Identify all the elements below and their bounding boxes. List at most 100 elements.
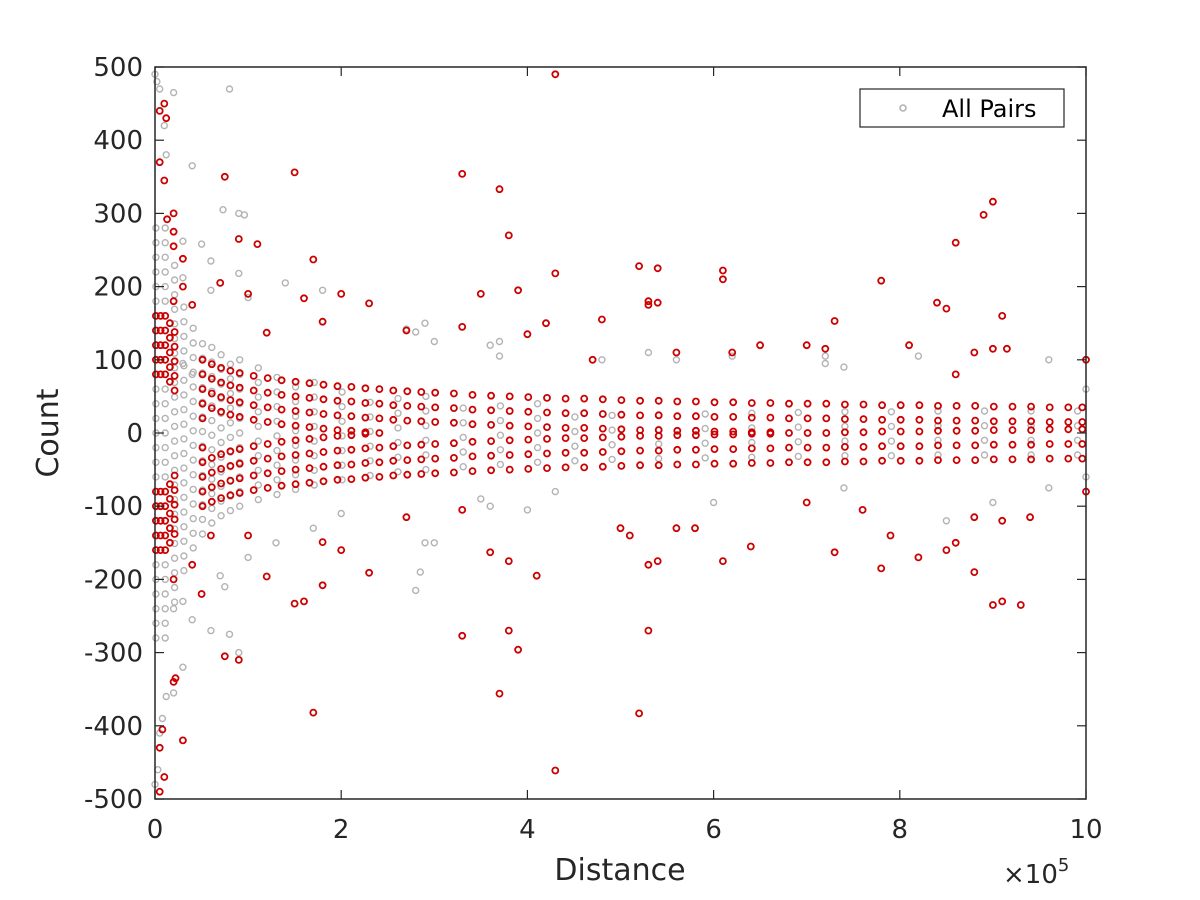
data-point — [1064, 425, 1073, 434]
x-tick-label: 2 — [333, 815, 350, 845]
data-point — [254, 495, 262, 504]
data-point — [747, 444, 756, 453]
data-point — [1026, 513, 1034, 522]
data-point — [333, 382, 342, 391]
data-point — [729, 398, 738, 407]
data-point — [262, 328, 271, 337]
data-point — [309, 255, 318, 264]
data-point — [580, 434, 589, 443]
data-point — [459, 404, 467, 412]
data-point — [375, 414, 384, 423]
data-point — [226, 506, 235, 515]
data-point — [169, 209, 178, 218]
data-point — [170, 554, 179, 562]
data-point — [417, 470, 426, 478]
data-point — [207, 453, 216, 462]
data-point — [240, 211, 249, 219]
data-point — [970, 348, 979, 357]
data-point — [598, 315, 606, 324]
data-point — [198, 427, 207, 436]
data-point — [189, 471, 197, 479]
data-point — [161, 531, 170, 540]
data-point — [542, 319, 550, 328]
data-point — [841, 415, 849, 424]
data-point — [859, 442, 868, 451]
data-point — [180, 508, 188, 516]
data-point — [156, 487, 165, 496]
data-point — [170, 261, 179, 270]
data-point — [821, 359, 829, 368]
data-point — [504, 557, 513, 565]
data-point — [495, 337, 504, 346]
data-point — [365, 299, 374, 308]
data-point — [170, 598, 179, 606]
data-point — [822, 399, 831, 408]
data-point — [644, 348, 653, 357]
data-point — [305, 434, 314, 443]
data-point — [226, 433, 235, 442]
data-point — [421, 319, 429, 327]
data-point — [263, 454, 272, 463]
y-tick-label: 500 — [93, 53, 143, 83]
data-point — [375, 443, 384, 452]
data-point — [830, 317, 839, 325]
data-point — [1008, 455, 1017, 464]
data-point — [217, 393, 226, 402]
data-point — [989, 601, 997, 609]
data-point — [249, 471, 258, 480]
data-point — [1045, 425, 1054, 434]
data-point — [1045, 484, 1053, 492]
data-point — [165, 538, 174, 547]
data-point — [375, 472, 384, 481]
data-point — [235, 383, 244, 392]
data-point — [710, 430, 719, 439]
data-point — [653, 557, 662, 565]
data-point — [189, 500, 197, 508]
data-point — [980, 407, 989, 415]
legend-marker-all-pairs — [899, 104, 907, 112]
data-point — [347, 426, 356, 435]
data-point — [729, 430, 738, 439]
data-point — [305, 393, 314, 402]
data-point — [161, 385, 169, 393]
data-point — [152, 561, 160, 569]
data-point — [189, 324, 197, 332]
data-point — [169, 575, 178, 584]
data-point — [887, 422, 896, 431]
data-point — [430, 539, 438, 547]
data-point — [989, 197, 997, 206]
data-point — [859, 400, 868, 409]
data-point — [156, 546, 165, 554]
data-point — [291, 407, 300, 415]
data-point — [161, 400, 169, 408]
data-point — [189, 397, 197, 406]
data-point — [361, 473, 370, 482]
data-point — [198, 487, 207, 496]
data-point — [152, 473, 160, 481]
data-point — [305, 449, 314, 458]
data-point — [934, 456, 942, 465]
data-point — [533, 443, 542, 452]
data-point — [198, 414, 207, 423]
data-point — [263, 469, 272, 478]
x-tick-label: 0 — [147, 815, 164, 845]
data-point — [156, 326, 165, 335]
data-point — [524, 435, 533, 444]
data-point — [561, 448, 570, 457]
data-point — [198, 385, 207, 394]
data-point — [198, 530, 207, 538]
data-point — [310, 378, 318, 387]
data-point — [152, 400, 160, 408]
data-point — [896, 442, 905, 451]
data-point — [318, 286, 327, 294]
data-point — [291, 480, 300, 489]
data-point — [989, 402, 998, 411]
x-tick-label: 4 — [519, 815, 536, 845]
data-point — [161, 458, 169, 466]
data-point — [747, 413, 756, 422]
data-point — [375, 399, 384, 408]
data-point — [366, 413, 374, 421]
data-point — [217, 482, 225, 491]
data-point — [1027, 407, 1035, 415]
data-point — [1027, 426, 1035, 435]
